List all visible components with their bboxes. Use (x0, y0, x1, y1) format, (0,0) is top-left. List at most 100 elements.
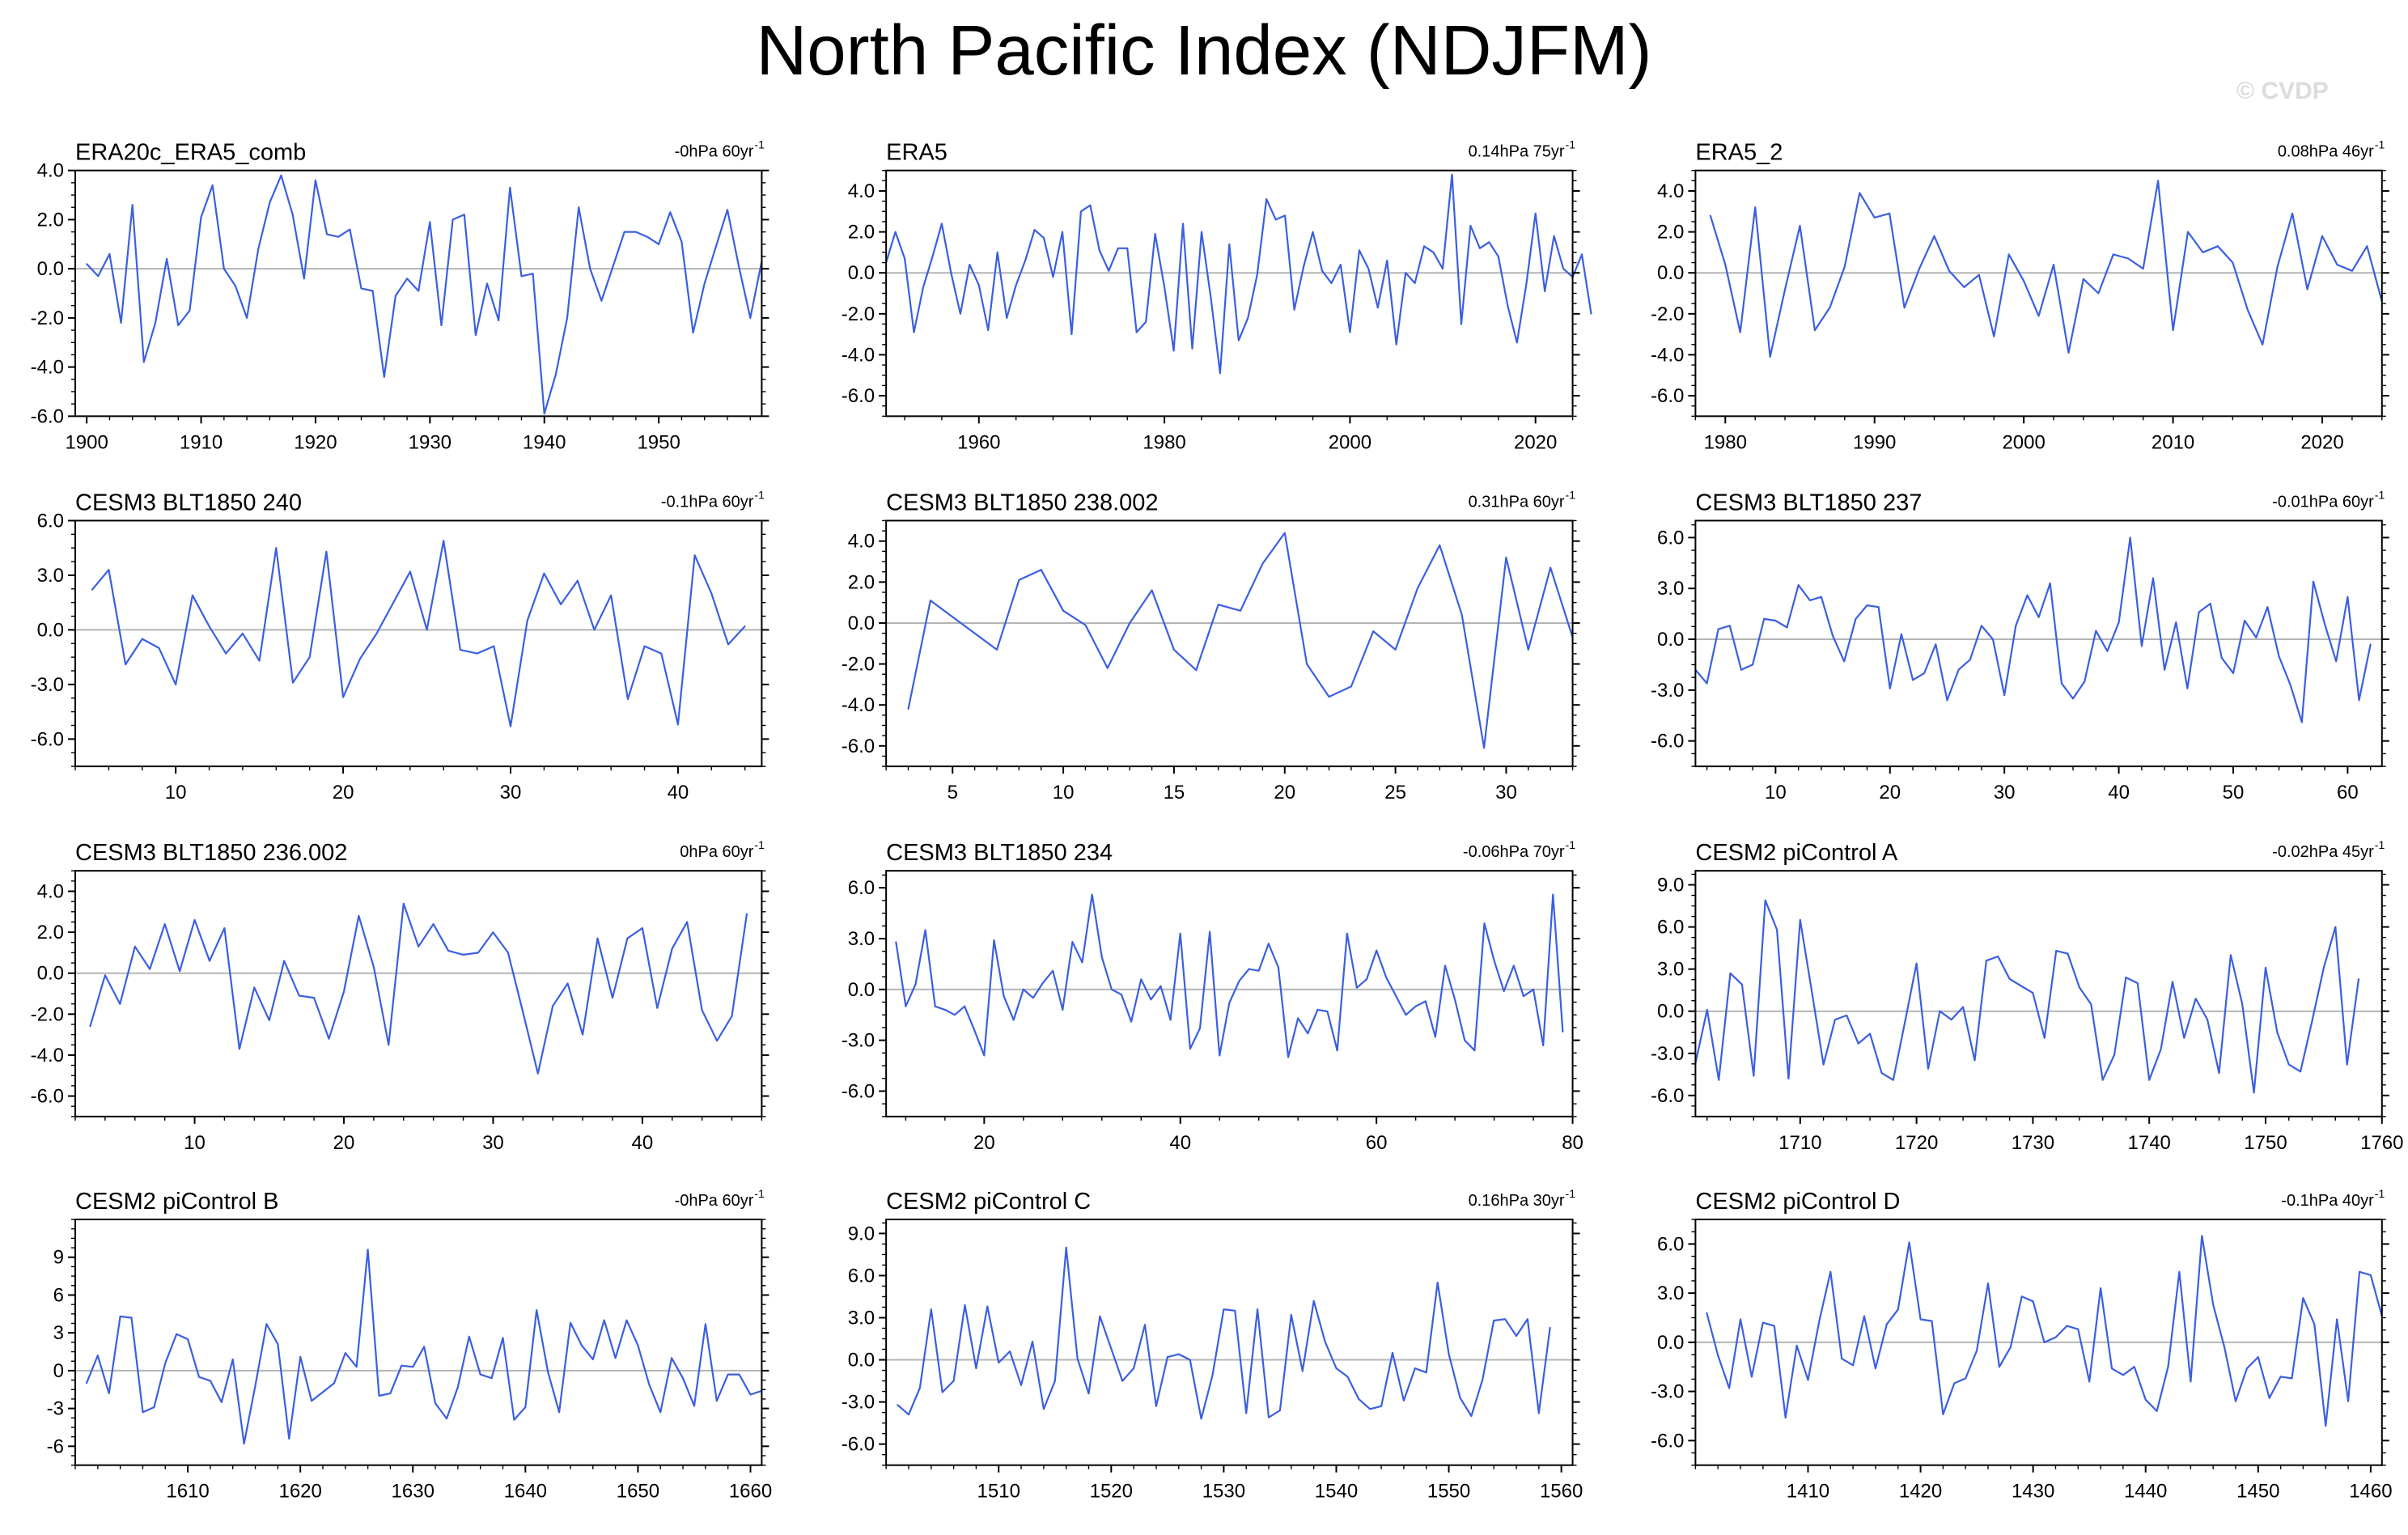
x-tick-label: 1730 (2012, 1132, 2054, 1154)
data-point (1829, 1270, 1832, 1273)
data-point (603, 1319, 605, 1321)
x-tick-label: 1510 (977, 1481, 1020, 1503)
data-point (2007, 253, 2010, 256)
data-point (2335, 660, 2338, 663)
trend-exponent: -1 (2375, 838, 2385, 851)
data-point (1380, 1405, 1382, 1407)
data-point (1245, 1412, 1248, 1414)
data-point (328, 1037, 330, 1040)
data-point (1483, 922, 1486, 924)
data-point (2198, 611, 2200, 613)
data-point (1424, 1000, 1427, 1003)
data-point (1201, 231, 1202, 233)
data-point (1268, 1416, 1270, 1418)
data-point (401, 1364, 403, 1367)
data-point (1969, 659, 1971, 661)
data-point (1897, 1308, 1899, 1311)
chart-panel-8: CESM3 BLT1850 234 -0.06hPa 70yr -1 -6.0 -3.0… (842, 838, 1583, 1154)
y-tick-label: 3.0 (1657, 1283, 1684, 1304)
data-point (326, 233, 328, 235)
plot-frame (74, 519, 763, 768)
x-tick-label: 1920 (294, 431, 337, 453)
data-point (1274, 218, 1277, 221)
data-point (1843, 265, 1846, 268)
data-point (2336, 1318, 2338, 1321)
data-point (1015, 284, 1017, 286)
data-point (1414, 1005, 1417, 1007)
data-point (435, 1402, 436, 1405)
data-point (2358, 977, 2359, 980)
data-point (659, 1411, 662, 1414)
data-point (2113, 1054, 2116, 1056)
x-tick-label: 1750 (2244, 1132, 2287, 1154)
data-point (2054, 1336, 2057, 1338)
y-tick-label: -3.0 (31, 674, 64, 696)
x-tick-label: 1460 (2349, 1481, 2392, 1503)
data-point (1248, 968, 1250, 970)
data-point (658, 243, 659, 245)
data-point (1003, 995, 1005, 997)
data-point (97, 275, 100, 278)
data-point (1228, 243, 1231, 245)
data-point (532, 273, 534, 275)
x-tick-label: 1440 (2124, 1481, 2167, 1503)
series-line (897, 1246, 1551, 1420)
data-point (163, 923, 166, 925)
data-point (1217, 604, 1219, 606)
data-point (547, 1371, 549, 1373)
panel-title: CESM3 BLT1850 240 (75, 490, 302, 515)
data-point (507, 952, 509, 954)
data-point (358, 914, 360, 917)
x-tick-label: 1990 (1853, 431, 1896, 453)
series-line (86, 174, 763, 415)
panel-trend-label: 0.16hPa 30yr (1469, 1192, 1565, 1210)
data-point (349, 228, 351, 231)
data-point (1414, 282, 1416, 284)
data-point (1552, 893, 1554, 896)
data-point (1284, 214, 1286, 217)
data-point (543, 413, 545, 415)
data-point (738, 1373, 740, 1376)
data-point (2241, 1003, 2244, 1005)
y-tick-label: 0.0 (1657, 1001, 1684, 1023)
x-tick-label: 50 (2223, 782, 2245, 804)
data-point (337, 235, 340, 238)
data-point (1307, 1033, 1309, 1035)
data-point (200, 216, 202, 218)
data-point (1717, 628, 1719, 630)
data-point (1869, 1033, 1872, 1035)
data-point (1293, 308, 1295, 311)
data-point (498, 320, 500, 321)
data-point (360, 287, 362, 290)
data-point (1223, 1308, 1225, 1310)
data-point (1729, 972, 1732, 974)
data-point (1527, 649, 1529, 651)
data-point (2276, 1031, 2279, 1033)
data-point (187, 1338, 189, 1340)
data-point (1182, 223, 1184, 225)
x-tick-label: 20 (333, 1132, 355, 1154)
x-tick-label: 2000 (1329, 431, 1371, 453)
data-point (1100, 956, 1103, 958)
data-point (738, 265, 740, 267)
x-tick-label: 30 (1994, 782, 2016, 804)
data-point (1330, 282, 1333, 284)
data-point (1062, 609, 1064, 612)
y-tick-label: 6.0 (848, 1265, 875, 1287)
data-point (1346, 932, 1348, 935)
data-point (1965, 1377, 1967, 1380)
data-point (1154, 233, 1156, 235)
data-point (2097, 292, 2100, 295)
data-point (1006, 317, 1008, 319)
data-point (1350, 685, 1352, 688)
data-point (964, 1304, 966, 1306)
x-tick-label: 1720 (1895, 1132, 1938, 1154)
panel-title: CESM2 piControl D (1695, 1189, 1900, 1215)
data-point (894, 231, 897, 233)
data-point (1385, 977, 1388, 978)
data-point (593, 629, 596, 631)
data-point (2067, 352, 2070, 354)
y-tick-label: 6.0 (848, 877, 875, 899)
data-point (198, 1376, 200, 1378)
data-point (2334, 926, 2337, 928)
